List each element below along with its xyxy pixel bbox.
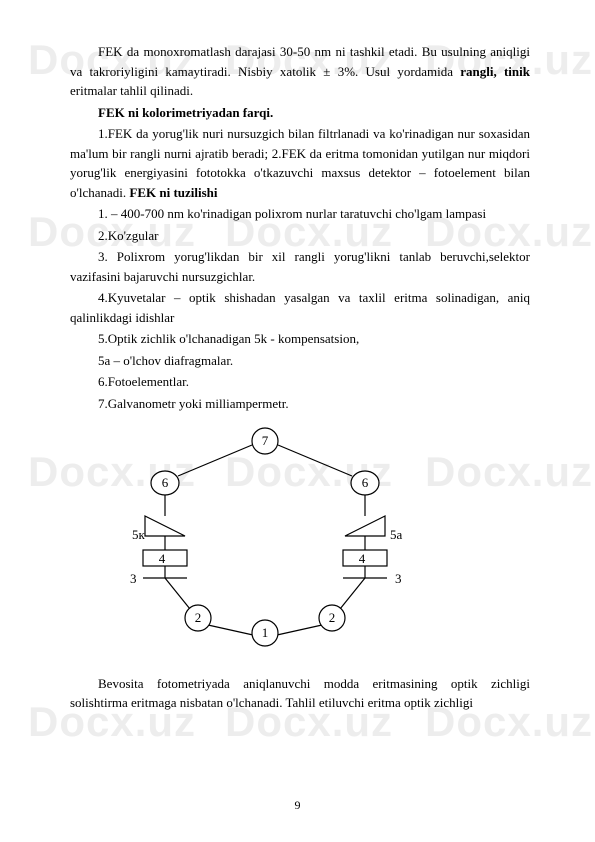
svg-text:7: 7 [262, 433, 269, 448]
text: eritmalar tahlil qilinadi. [70, 83, 193, 98]
paragraph-2: 1.FEK da yorug'lik nuri nursuzgich bilan… [70, 124, 530, 202]
list-item-6: 6.Fotoelementlar. [70, 372, 530, 392]
fek-diagram: 7 6 6 5к 5а 4 4 3 3 2 2 1 [110, 423, 530, 664]
heading-1: FEK ni kolorimetriyadan farqi. [70, 103, 530, 123]
list-item-4: 4.Kyuvetalar – optik shishadan yasalgan … [70, 288, 530, 327]
diagram-svg: 7 6 6 5к 5а 4 4 3 3 2 2 1 [110, 423, 420, 658]
svg-text:5к: 5к [132, 527, 146, 542]
svg-text:2: 2 [195, 610, 202, 625]
list-item-3: 3. Polixrom yorug'likdan bir xil rangli … [70, 247, 530, 286]
page-number: 9 [0, 796, 595, 814]
list-item-2: 2.Ko'zgular [70, 226, 530, 246]
svg-text:3: 3 [130, 571, 137, 586]
paragraph-1: FEK da monoxromatlash darajasi 30-50 nm … [70, 42, 530, 101]
svg-text:4: 4 [359, 551, 366, 566]
svg-text:3: 3 [395, 571, 402, 586]
svg-text:4: 4 [159, 551, 166, 566]
svg-text:5а: 5а [390, 527, 403, 542]
list-item-5a: 5a – o'lchov diafragmalar. [70, 351, 530, 371]
list-item-7: 7.Galvanometr yoki milliampermetr. [70, 394, 530, 414]
bold-text: FEK ni tuzilishi [129, 185, 217, 200]
page-content: FEK da monoxromatlash darajasi 30-50 nm … [70, 42, 530, 715]
bold-text: rangli, tinik [460, 64, 530, 79]
list-item-5: 5.Optik zichlik o'lchanadigan 5k - kompe… [70, 329, 530, 349]
svg-text:1: 1 [262, 625, 269, 640]
svg-text:2: 2 [329, 610, 336, 625]
svg-text:6: 6 [162, 475, 169, 490]
paragraph-last: Bevosita fotometriyada aniqlanuvchi modd… [70, 674, 530, 713]
svg-text:6: 6 [362, 475, 369, 490]
list-item-1: 1. – 400-700 nm ko'rinadigan polixrom nu… [70, 204, 530, 224]
